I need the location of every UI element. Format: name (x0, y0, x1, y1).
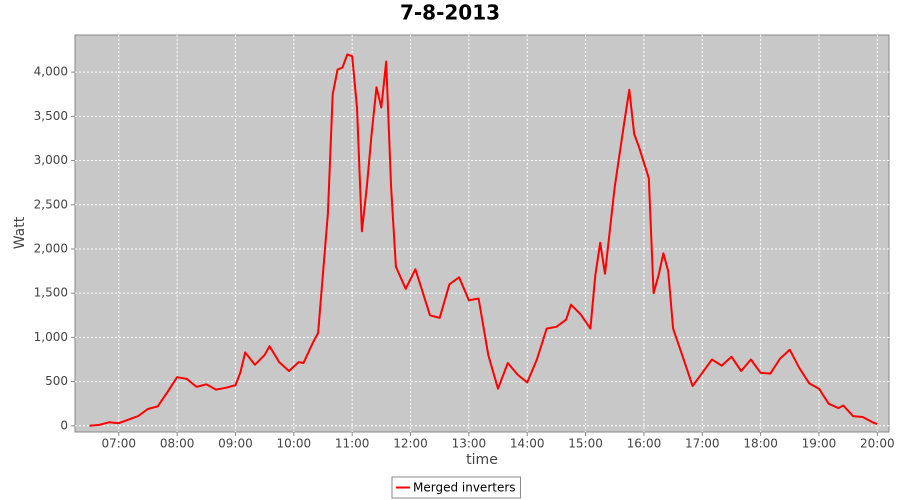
x-axis-label: time (466, 452, 498, 468)
x-tick-label: 19:00 (802, 437, 837, 451)
y-axis-label: Watt (12, 216, 28, 249)
x-tick-label: 18:00 (743, 437, 778, 451)
legend-label: Merged inverters (413, 481, 516, 495)
y-tick-label: 1,000 (34, 330, 68, 344)
x-tick-label: 12:00 (393, 437, 428, 451)
x-tick-label: 14:00 (510, 437, 545, 451)
x-tick-label: 10:00 (277, 437, 312, 451)
y-tick-label: 4,000 (34, 65, 68, 79)
x-tick-label: 20:00 (860, 437, 895, 451)
line-series (89, 53, 878, 427)
x-tick-label: 16:00 (627, 437, 662, 451)
y-tick-label: 1,500 (34, 286, 68, 300)
y-tick-label: 2,500 (34, 197, 68, 211)
x-tick-label: 15:00 (568, 437, 603, 451)
y-tick-label: 2,000 (34, 241, 68, 255)
x-tick-label: 11:00 (335, 437, 370, 451)
legend-box (391, 476, 522, 499)
y-tick-label: 3,500 (34, 109, 68, 123)
x-tick-label: 08:00 (160, 437, 195, 451)
y-tick-label: 0 (60, 418, 68, 432)
legend: Merged inverters (391, 476, 522, 499)
chart-title: 7-8-2013 (400, 1, 500, 25)
y-tick-label: 500 (45, 374, 68, 388)
y-tick-label: 3,000 (34, 153, 68, 167)
x-tick-label: 17:00 (685, 437, 720, 451)
x-tick-label: 09:00 (218, 437, 253, 451)
x-tick-label: 13:00 (452, 437, 487, 451)
plot-area (74, 34, 890, 433)
x-tick-label: 07:00 (101, 437, 136, 451)
